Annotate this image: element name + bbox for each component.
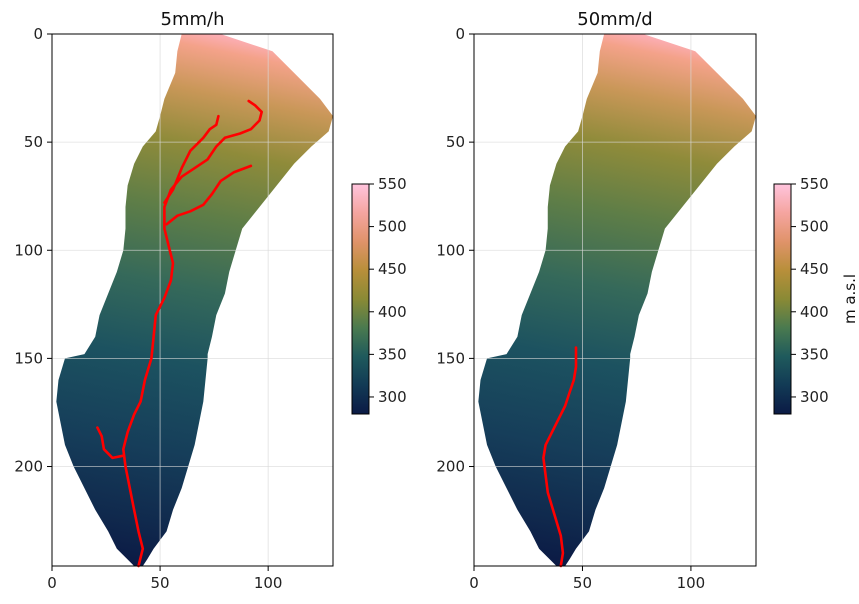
stream-line [96, 426, 125, 460]
panel-5mm-h: 0 50 100 0 50 100 150 200 5mm/h 300 350 400 450 500 55… [14, 9, 406, 592]
x-tick-label: 50 [151, 574, 170, 592]
y-tick-label: 0 [33, 25, 43, 43]
colorbar-tick-label: 450 [800, 260, 829, 278]
colorbar-tick-label: 550 [378, 175, 407, 193]
y-tick-label: 150 [436, 349, 465, 367]
x-tick-label: 0 [469, 574, 479, 592]
colorbar-tick-label: 450 [378, 260, 407, 278]
y-tick-label: 200 [14, 458, 43, 476]
y-tick-label: 50 [446, 133, 465, 151]
y-tick-label: 200 [436, 458, 465, 476]
y-tick-label: 50 [24, 133, 43, 151]
x-tick-label: 100 [254, 574, 283, 592]
stream-line [163, 114, 220, 204]
panel-50mm-d: 0 50 100 0 50 100 150 200 50mm/d 300 350 400 450 500 5… [436, 9, 859, 592]
colorbar-tick-label: 400 [800, 303, 829, 321]
catchment-elevation [56, 34, 333, 566]
y-tick-label: 0 [455, 25, 465, 43]
colorbar-tick-label: 550 [800, 175, 829, 193]
colorbar-tick-label: 500 [800, 218, 829, 236]
axes-frame [473, 33, 757, 567]
colorbar-tick-label: 350 [800, 345, 829, 363]
colorbar-label: m a.s.l [841, 274, 859, 324]
colorbar-tick-label: 350 [378, 345, 407, 363]
x-tick-label: 50 [573, 574, 592, 592]
colorbar-tick-label: 300 [378, 388, 407, 406]
colorbar [351, 183, 370, 415]
colorbar-tick-label: 300 [800, 388, 829, 406]
panel-title: 5mm/h [161, 9, 225, 30]
stream-line [165, 164, 253, 226]
y-tick-label: 100 [436, 241, 465, 259]
x-tick-label: 0 [47, 574, 57, 592]
colorbar-tick-label: 400 [378, 303, 407, 321]
stream-line [122, 99, 263, 568]
catchment-elevation [478, 34, 756, 566]
axes-frame [51, 33, 334, 567]
y-tick-label: 150 [14, 349, 43, 367]
y-tick-label: 100 [14, 241, 43, 259]
panel-title: 50mm/d [577, 9, 652, 30]
colorbar [773, 183, 792, 415]
x-tick-label: 100 [677, 574, 706, 592]
stream-line [542, 346, 578, 568]
colorbar-tick-label: 500 [378, 218, 407, 236]
